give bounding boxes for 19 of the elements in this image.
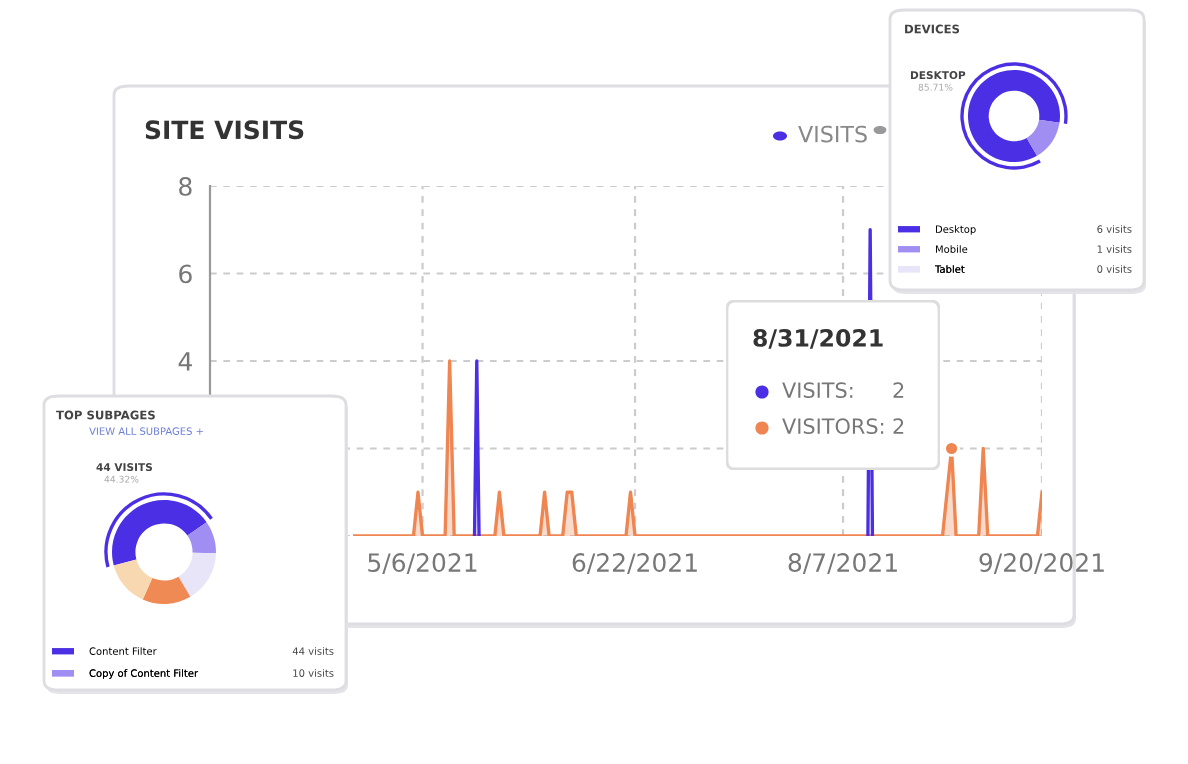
y-tick-label: 6 xyxy=(179,264,192,284)
x-tick-label: 5/6/2021 xyxy=(368,553,477,574)
x-tick-label: 8/7/2021 xyxy=(788,553,897,574)
annotation: 2 xyxy=(893,418,904,434)
annotation: 2 xyxy=(893,382,904,398)
y-tick-label: 8 xyxy=(179,176,192,196)
legend-label: VISITS xyxy=(798,125,867,143)
annotation: VISITS: xyxy=(782,382,853,399)
donut-slice xyxy=(113,559,153,600)
donut-slice xyxy=(142,576,191,604)
legend-label: VISITORS: xyxy=(782,418,884,435)
donut-slice xyxy=(187,522,216,554)
chart-title: SITE VISITS xyxy=(145,120,304,140)
donut-slice xyxy=(178,552,216,597)
donut-slice xyxy=(1026,119,1060,156)
x-tick-label: 9/20/2021 xyxy=(979,553,1104,574)
annotation: 8/31/2021 xyxy=(753,328,883,349)
y-tick-label: 4 xyxy=(178,352,192,371)
x-tick-label: 6/22/2021 xyxy=(572,553,697,574)
